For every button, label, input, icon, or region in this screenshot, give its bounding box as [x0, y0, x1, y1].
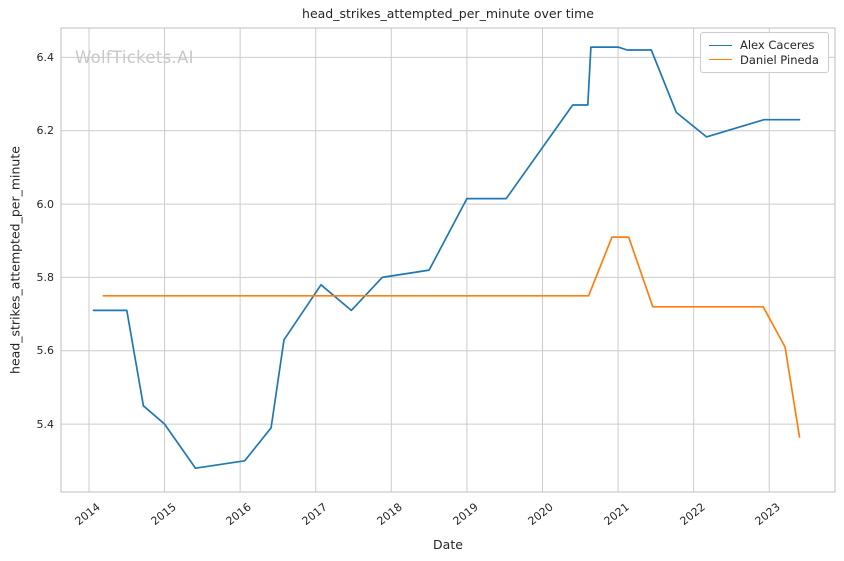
y-axis-label: head_strikes_attempted_per_minute	[7, 146, 23, 374]
y-tick-label: 5.8	[36, 270, 55, 284]
y-tick-label: 6.2	[36, 124, 55, 138]
chart-title: head_strikes_attempted_per_minute over t…	[302, 6, 594, 21]
series-line-alex-caceres	[92, 46, 801, 470]
plot-border	[60, 27, 836, 493]
legend-line-swatch-alex-caceres	[709, 44, 732, 46]
y-tick-label: 5.6	[36, 344, 55, 358]
y-tick-label: 6.4	[36, 50, 55, 64]
watermark: WolfTickets.AI	[75, 48, 194, 67]
x-axis-label: Date	[433, 537, 463, 552]
y-tick-label: 6.0	[36, 197, 55, 211]
legend-series-label: Alex Caceres	[740, 38, 815, 53]
legend-series-label: Daniel Pineda	[740, 52, 819, 67]
legend-row: Daniel Pineda	[709, 53, 820, 67]
series-line-daniel-pineda	[102, 236, 801, 438]
legend-line-swatch-daniel-pineda	[709, 59, 732, 61]
y-tick-label: 5.4	[36, 417, 55, 431]
legend: Alex Caceres Daniel Pineda	[700, 32, 829, 73]
legend-row: Alex Caceres	[709, 38, 820, 52]
